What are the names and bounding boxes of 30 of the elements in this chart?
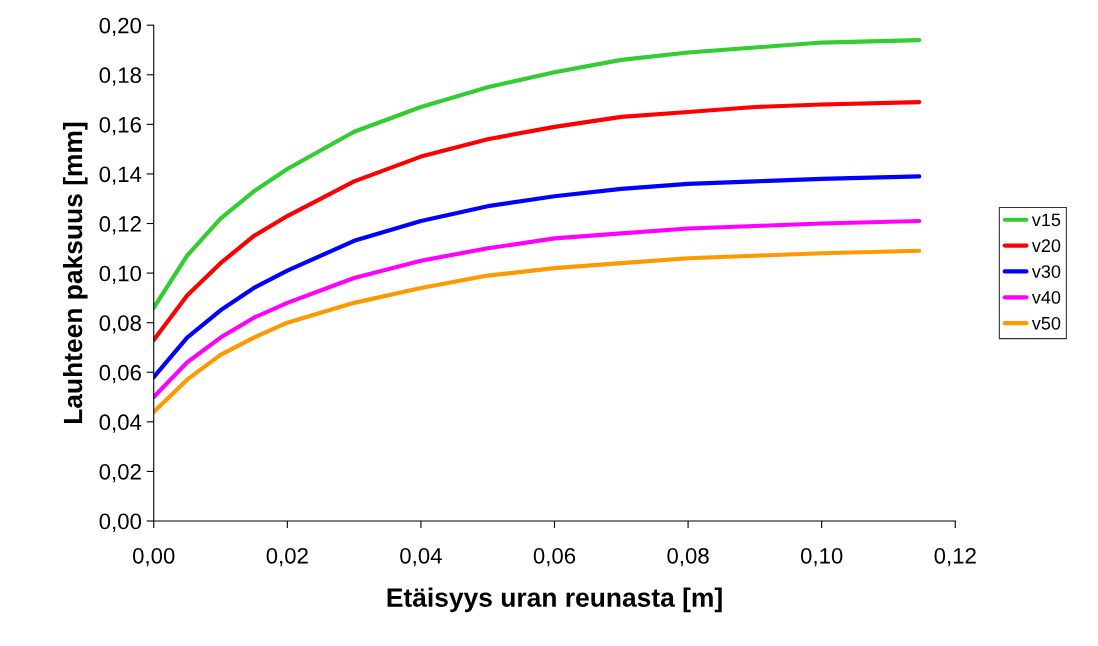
x-tick-label: 0,08	[667, 547, 709, 567]
x-tick-label: 0,10	[800, 547, 843, 567]
y-tick-label: 0,10	[99, 265, 142, 284]
y-tick-label: 0,02	[99, 463, 141, 483]
y-tick-label: 0,20	[99, 17, 142, 37]
line-series	[153, 99, 922, 343]
line-series	[153, 248, 922, 415]
y-axis-title: Lauhteen paksuus [mm]	[62, 122, 88, 424]
line-series	[153, 218, 922, 400]
legend-label: v15	[1031, 213, 1061, 227]
y-tick-label: 0,00	[99, 513, 142, 532]
legend-label: v50	[1031, 316, 1061, 330]
x-tick-label: 0,12	[934, 547, 976, 567]
y-tick-label: 0,12	[99, 216, 141, 235]
y-tick-label: 0,14	[99, 166, 142, 185]
line-series	[153, 37, 922, 310]
legend-label: v20	[1031, 239, 1061, 253]
legend-label: v40	[1031, 291, 1061, 304]
y-tick-label: 0,16	[99, 116, 141, 136]
x-axis-title: Etäisyys uran reunasta [m]	[387, 587, 722, 613]
y-tick-label: 0,04	[99, 414, 142, 433]
x-tick-label: 0,04	[400, 547, 442, 567]
y-tick-label: 0,06	[99, 364, 141, 384]
legend-label: v30	[1031, 265, 1061, 278]
x-tick-label: 0,02	[266, 547, 308, 567]
x-tick-label: 0,00	[132, 547, 175, 567]
x-tick-label: 0,06	[533, 547, 576, 567]
y-tick-label: 0,08	[99, 315, 141, 334]
line-series	[153, 174, 922, 380]
y-tick-label: 0,18	[99, 67, 141, 86]
